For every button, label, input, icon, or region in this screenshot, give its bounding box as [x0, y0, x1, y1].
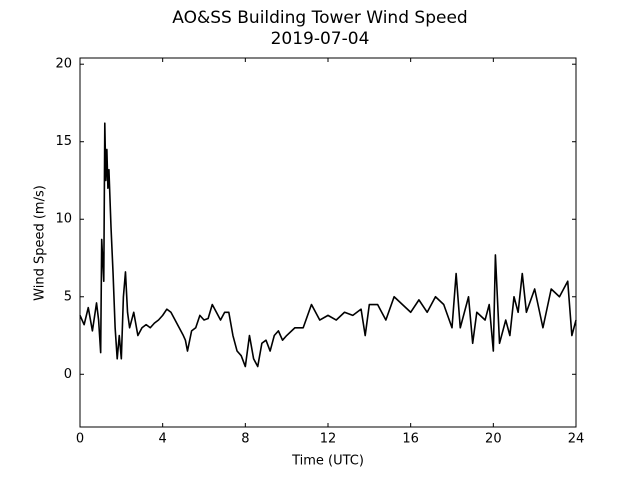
- x-tick-label: 24: [568, 432, 585, 447]
- chart-title: AO&SS Building Tower Wind Speed: [172, 8, 467, 28]
- y-tick-label: 5: [64, 289, 72, 304]
- x-tick-label: 16: [402, 432, 419, 447]
- x-tick-label: 20: [485, 432, 502, 447]
- y-axis-label: Wind Speed (m/s): [33, 185, 48, 301]
- x-axis-label: Time (UTC): [291, 454, 364, 469]
- x-tick-label: 0: [76, 432, 84, 447]
- plot-frame: [79, 57, 577, 428]
- x-tick-label: 12: [320, 432, 337, 447]
- y-tick-label: 0: [64, 367, 72, 382]
- data-line: [79, 122, 577, 368]
- y-tick-label: 15: [55, 134, 72, 149]
- x-tick-label: 8: [241, 432, 249, 447]
- chart-subtitle: 2019-07-04: [271, 29, 370, 49]
- x-tick-label: 4: [159, 432, 167, 447]
- y-tick-label: 20: [55, 57, 72, 72]
- y-tick-label: 10: [55, 212, 72, 227]
